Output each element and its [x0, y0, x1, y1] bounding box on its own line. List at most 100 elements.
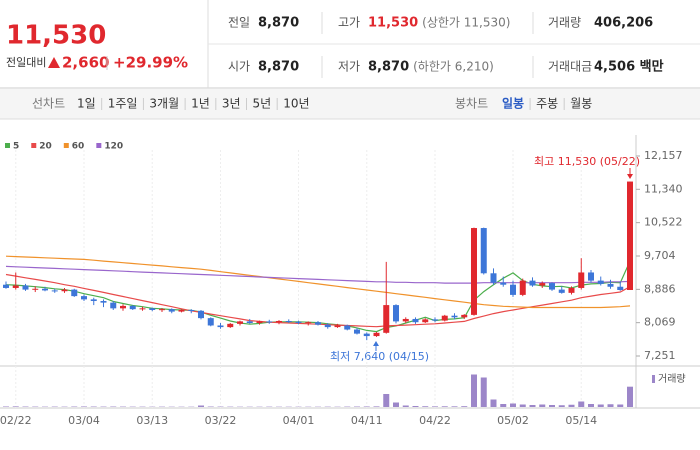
candle-body: [149, 308, 156, 310]
candle-body: [285, 320, 292, 322]
stat-note: (하한가 6,210): [413, 60, 494, 74]
candle-body: [490, 273, 497, 283]
stat-label: 거래대금: [548, 60, 592, 74]
volume-bar: [568, 404, 575, 407]
period-tab[interactable]: 1주일: [108, 97, 138, 111]
candle-body: [276, 320, 282, 323]
legend-swatch: [31, 143, 37, 148]
period-tab[interactable]: 주봉: [536, 97, 558, 111]
y-tick-label: 8,069: [644, 316, 676, 329]
volume-bar: [539, 404, 546, 407]
volume-bar: [441, 406, 448, 407]
volume-legend: 거래량: [658, 373, 686, 385]
candle-body: [373, 332, 380, 337]
stat-note: (상한가 11,530): [422, 16, 510, 30]
volume-bar: [198, 405, 204, 407]
candle-body: [266, 321, 273, 323]
stat-label: 전일: [228, 16, 250, 30]
tab-group-label: 선차트: [32, 97, 65, 111]
x-tick-label: 04/22: [419, 414, 451, 427]
candle-body: [32, 288, 39, 290]
candle-body: [422, 319, 429, 323]
candle-body: [354, 329, 360, 334]
stat-label: 고가: [338, 16, 360, 30]
x-tick-label: 05/02: [497, 414, 529, 427]
candle-body: [519, 280, 526, 295]
annotation-arrow: [627, 174, 633, 179]
candle-body: [129, 305, 136, 310]
candle-body: [42, 288, 48, 291]
y-tick-label: 7,251: [644, 349, 676, 362]
candle-body: [461, 314, 468, 318]
candle-body: [549, 283, 555, 290]
candle-body: [256, 321, 263, 324]
volume-bar: [402, 405, 409, 407]
candle-body: [100, 301, 107, 303]
stat-label: 시가: [228, 60, 250, 74]
volume-bar: [549, 405, 555, 407]
candle-body: [159, 309, 165, 311]
candle-body: [295, 321, 302, 324]
x-tick-label: 03/04: [68, 414, 100, 427]
volume-bar: [578, 401, 585, 407]
period-tab[interactable]: 5년: [253, 97, 272, 111]
candle-body: [480, 228, 487, 274]
candle-body: [3, 284, 9, 288]
volume-bar: [373, 406, 380, 407]
legend-label: 5: [13, 142, 19, 152]
candle-body: [363, 333, 370, 337]
candle-body: [510, 284, 516, 295]
volume-bar: [627, 386, 633, 407]
candle-body: [344, 325, 351, 330]
volume-bar: [412, 406, 419, 407]
low-annotation: 최저 7,640 (04/15): [330, 350, 429, 363]
x-tick-label: 05/14: [565, 414, 597, 427]
candle-body: [315, 322, 321, 325]
stat-label: 거래량: [548, 16, 581, 30]
volume-bar: [558, 405, 565, 407]
period-tab[interactable]: 3개월: [149, 97, 179, 111]
volume-bar: [422, 406, 429, 407]
stat-value: 4,506 백만: [594, 59, 664, 75]
tab-bar: [0, 89, 700, 119]
y-tick-label: 11,340: [644, 182, 683, 195]
volume-bar: [451, 406, 458, 407]
change-label: 전일대비: [6, 55, 46, 69]
volume-bar: [597, 404, 604, 407]
candle-body: [627, 181, 633, 291]
period-tab[interactable]: 1일: [77, 97, 96, 111]
candle-body: [558, 289, 565, 293]
legend-swatch: [652, 375, 655, 383]
volume-bar: [81, 406, 87, 407]
stat-value: 8,870: [258, 60, 299, 75]
volume-bar: [363, 406, 370, 407]
candle-body: [227, 323, 234, 328]
candle-body: [120, 305, 126, 309]
candle-body: [568, 287, 575, 293]
period-tab[interactable]: 10년: [283, 97, 309, 111]
legend-label: 60: [72, 142, 85, 152]
volume-bar: [3, 406, 9, 407]
volume-bar: [480, 377, 487, 407]
period-tab[interactable]: 월봉: [570, 97, 592, 111]
x-tick-label: 04/01: [283, 414, 315, 427]
volume-bar: [607, 404, 614, 407]
legend-swatch: [63, 143, 69, 148]
candle-body: [207, 318, 214, 326]
candle-body: [539, 283, 546, 286]
period-tab[interactable]: 일봉: [502, 97, 524, 111]
stat-value: 11,530: [368, 16, 418, 31]
period-tab[interactable]: 3년: [222, 97, 241, 111]
x-tick-label: 02/22: [0, 414, 32, 427]
change-percent: +29.99%: [113, 54, 188, 72]
candle-body: [334, 325, 341, 328]
volume-bar: [12, 406, 19, 407]
x-tick-label: 03/13: [136, 414, 168, 427]
up-arrow: [48, 57, 60, 68]
volume-bar: [500, 404, 507, 407]
legend-label: 20: [39, 142, 52, 152]
period-tab[interactable]: 1년: [191, 97, 210, 111]
stat-label: 저가: [338, 60, 360, 74]
